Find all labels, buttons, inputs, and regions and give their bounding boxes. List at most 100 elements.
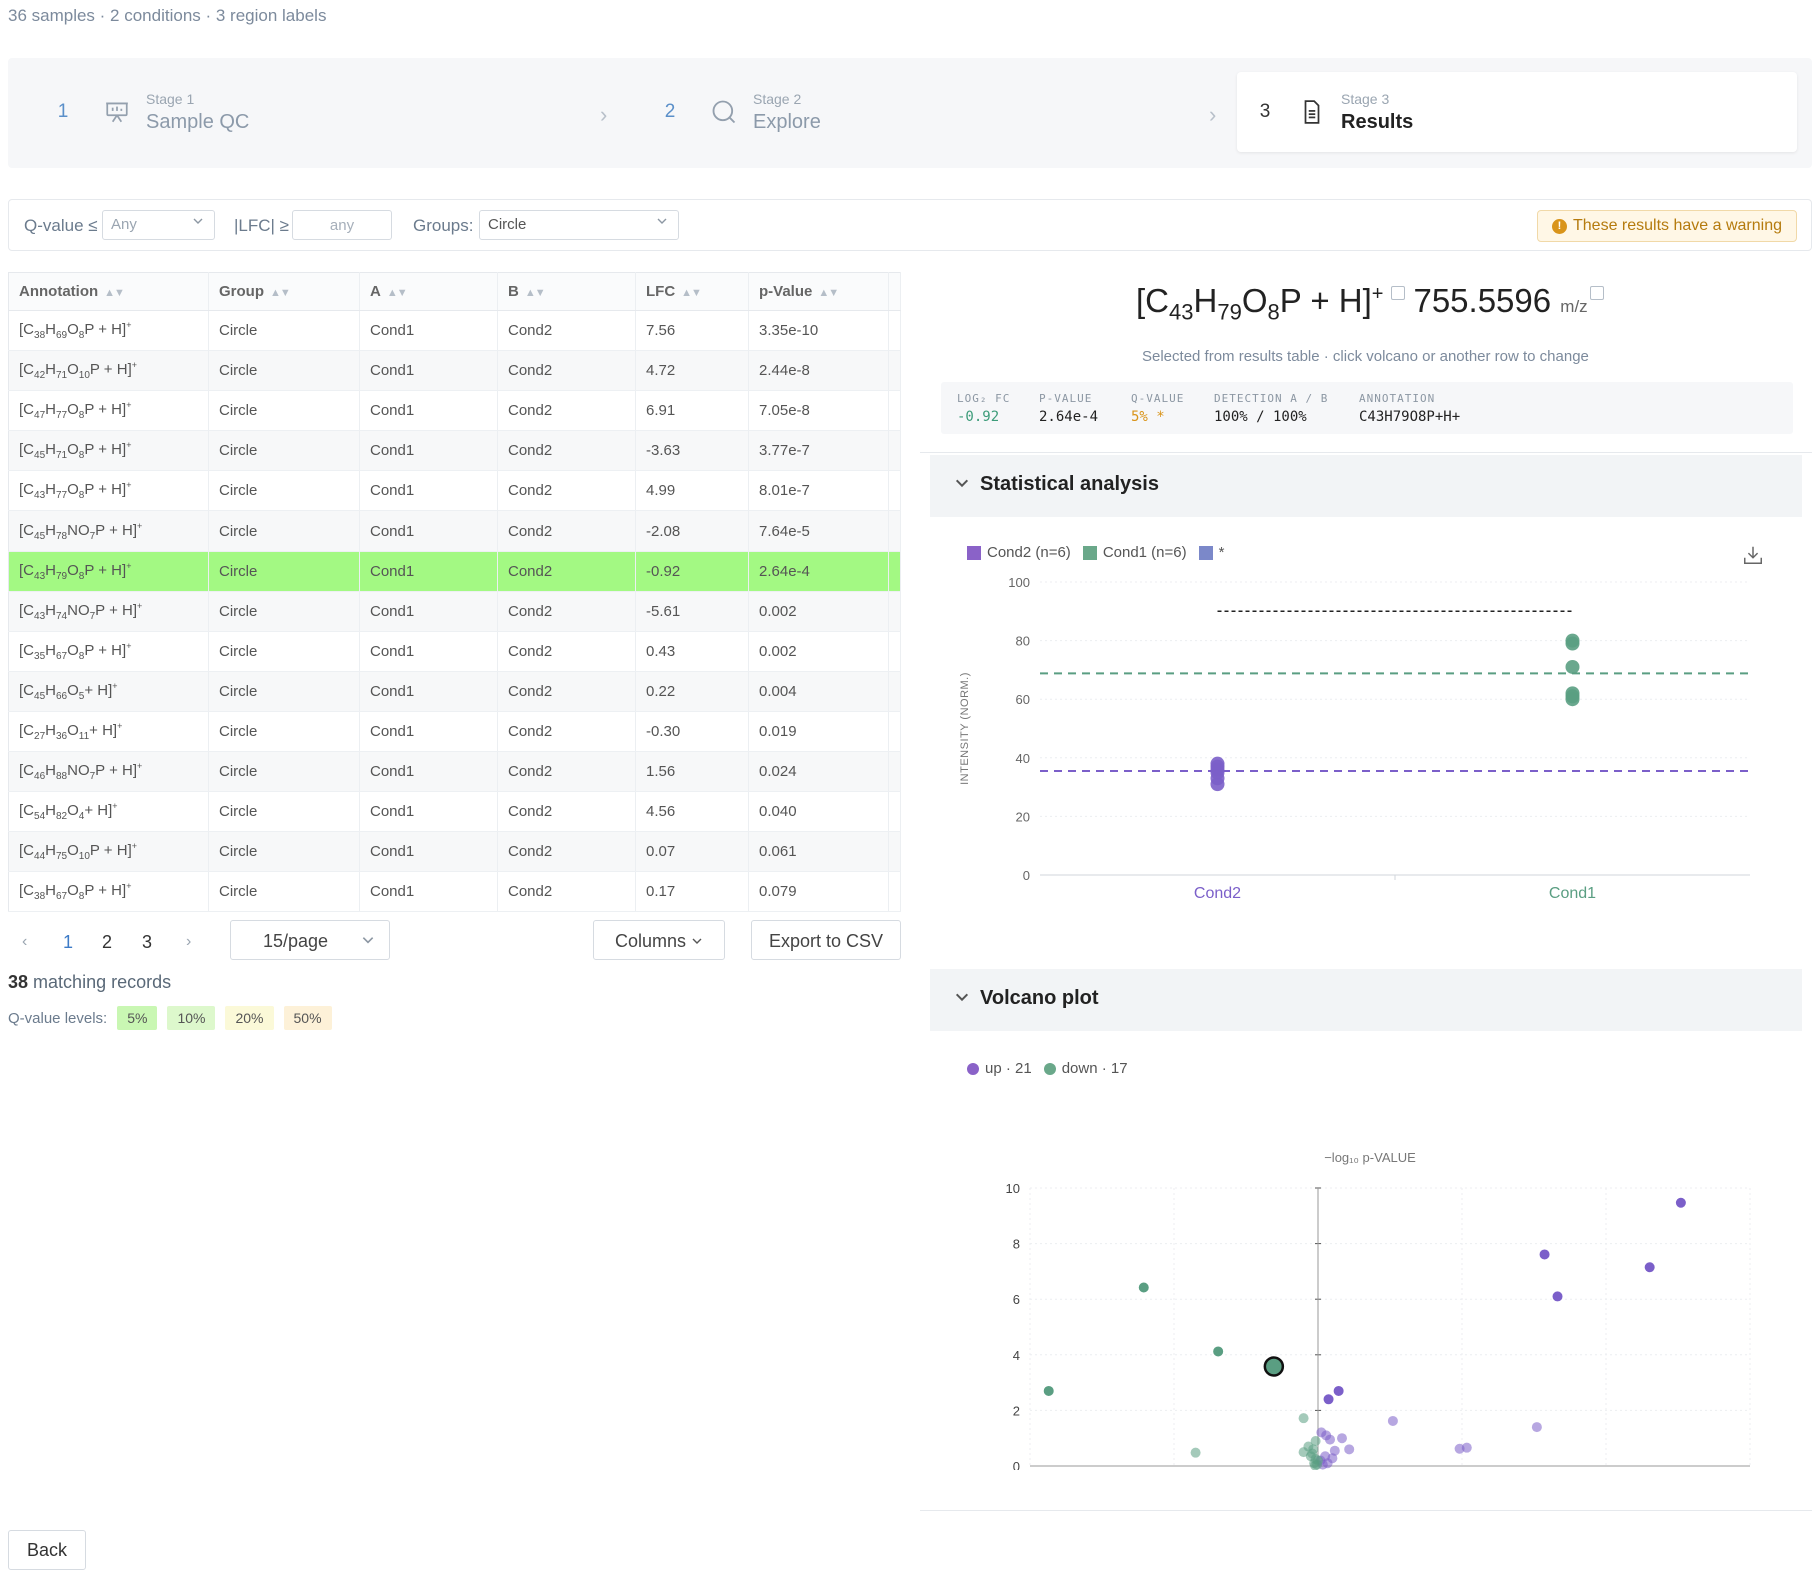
prev-page-button[interactable]: ‹ [22,933,28,950]
sort-icon[interactable]: ▲▼ [524,287,546,299]
metric-label: ANNOTATION [1359,392,1436,405]
metric: LOG₂ FC -0.92 [957,392,1010,425]
table-row[interactable]: [C42H71O10P + H]+ Circle Cond1 Cond2 4.72 2.4… [8,350,901,392]
metric-value: C43H79O8P+H+ [1359,409,1461,425]
volcano-plot-header[interactable]: Volcano plot [930,969,1802,1031]
column-header-lfc[interactable]: LFC ▲▼ [635,272,749,311]
data-point [1565,686,1580,701]
copy-icon[interactable] [1589,286,1604,300]
lfc-input[interactable]: any [292,210,392,240]
page-3-button[interactable]: 3 [142,932,153,952]
cell-lfc: 7.56 [635,310,749,352]
column-header-annotation[interactable]: Annotation ▲▼ [8,272,209,311]
table-row[interactable]: [C47H77O8P + H]+ Circle Cond1 Cond2 6.91 7.05… [8,390,901,432]
stat-legend: Cond2 (n=6) Cond1 (n=6) * [953,544,1224,561]
formula-count: 42 [34,370,46,382]
warning-text: These results have a warning [1573,217,1782,234]
step-explore[interactable]: 2 Stage 2 Explore [649,72,1209,152]
cell-a: Cond1 [359,671,498,712]
data-point [1565,633,1580,648]
sort-icon[interactable]: ▲▼ [386,287,408,299]
y-tick-label: 8 [1013,1237,1020,1252]
step-sample-qc[interactable]: 1 Stage 1 Sample QC [42,72,602,152]
sort-icon[interactable]: ▲▼ [104,287,125,299]
page-2-button[interactable]: 2 [102,932,113,952]
export-csv-button[interactable]: Export to CSV [751,920,901,960]
formula-element: O [67,561,79,579]
chevron-down-icon [954,989,970,1010]
chevron-down-icon [656,215,668,230]
download-icon[interactable] [1742,544,1764,571]
data-point [1565,659,1580,674]
metric-value: 5% * [1131,409,1165,425]
sort-icon[interactable]: ▲▼ [818,287,839,299]
back-button[interactable]: Back [8,1530,86,1570]
scroll-gutter [888,791,901,833]
sort-icon[interactable]: ▲▼ [681,287,702,299]
formula-count: 79 [55,570,68,582]
scroll-gutter [888,350,901,392]
data-point [1644,1262,1655,1273]
groups-select[interactable]: Circle [479,210,679,240]
table-row[interactable]: [C46H88NO7P + H]+ Circle Cond1 Cond2 1.56 0.0… [8,751,901,793]
cell-annotation: [C43H74NO7P + H]+ [8,591,209,632]
data-point [1310,1435,1321,1446]
cell-b: Cond2 [497,551,636,592]
cell-pvalue: 8.01e-7 [748,470,889,512]
copy-icon[interactable] [1391,286,1406,300]
formula-element: C [23,521,35,539]
formula-tail: + H] [84,802,113,820]
warning-badge[interactable]: ! These results have a warning [1537,210,1797,242]
legend-swatch [1043,1062,1056,1075]
column-header-group[interactable]: Group ▲▼ [208,272,360,311]
cell-annotation: [C38H67O8P + H]+ [8,871,209,913]
cell-group: Circle [208,791,360,833]
column-header-b[interactable]: B ▲▼ [497,272,636,311]
table-row[interactable]: [C43H77O8P + H]+ Circle Cond1 Cond2 4.99 8.01… [8,470,901,512]
formula-element: H [45,601,56,619]
table-row[interactable]: [C43H74NO7P + H]+ Circle Cond1 Cond2 -5.61 0.… [8,591,901,632]
table-row[interactable]: [C45H66O5+ H]+ Circle Cond1 Cond2 0.22 0.004 [8,671,901,712]
formula-count: 10 [78,370,90,382]
formula-count: 38 [34,330,46,342]
step-results[interactable]: 3 Stage 3 Results [1237,72,1797,152]
cell-pvalue: 7.05e-8 [748,390,889,432]
table-row[interactable]: [C35H67O8P + H]+ Circle Cond1 Cond2 0.43 0.00… [8,631,901,672]
table-row[interactable]: [C45H78NO7P + H]+ Circle Cond1 Cond2 -2.08 7.… [8,510,901,552]
qvalue-select[interactable]: Any [102,210,215,240]
column-header-a[interactable]: A ▲▼ [359,272,498,311]
column-header-pvalue[interactable]: p-Value ▲▼ [748,272,889,311]
columns-label: Columns [614,931,686,951]
cell-a: Cond1 [359,711,498,753]
cell-b: Cond2 [497,470,636,512]
page-1-button[interactable]: 1 [63,932,74,952]
columns-button[interactable]: Columns [593,920,725,960]
table-row[interactable]: [C38H69O8P + H]+ Circle Cond1 Cond2 7.56 3.35… [8,310,901,352]
cell-annotation: [C45H66O5+ H]+ [8,671,209,712]
cell-annotation: [C44H75O10P + H]+ [8,831,209,873]
scroll-gutter [888,310,901,352]
table-row[interactable]: [C54H82O4+ H]+ Circle Cond1 Cond2 4.56 0.040 [8,791,901,833]
header-label: B [508,283,519,300]
table-row[interactable]: [C45H71O8P + H]+ Circle Cond1 Cond2 -3.63 3.7… [8,430,901,472]
statistical-analysis-header[interactable]: Statistical analysis [930,455,1802,517]
step-subtitle: Stage 2 [753,90,802,107]
table-row[interactable]: [C27H36O11+ H]+ Circle Cond1 Cond2 -0.30 0.01… [8,711,901,753]
next-page-button[interactable]: › [186,933,192,950]
cell-b: Cond2 [497,350,636,392]
table-row[interactable]: [C43H79O8P + H]+ Circle Cond1 Cond2 -0.92 2.6… [8,551,901,592]
qvalue-level-chip: 20% [225,1006,274,1030]
sort-icon[interactable]: ▲▼ [270,287,291,299]
table-row[interactable]: [C44H75O10P + H]+ Circle Cond1 Cond2 0.07 0.0… [8,831,901,873]
header-label: Annotation [19,283,99,300]
formula-element: O [67,481,79,499]
table-row[interactable]: [C38H67O8P + H]+ Circle Cond1 Cond2 0.17 0.07… [8,871,901,913]
per-page-select[interactable]: 15/page [230,920,390,960]
formula-element: C [23,561,35,579]
cell-a: Cond1 [359,631,498,672]
formula-element: C [23,441,35,459]
formula-count: 67 [55,891,68,903]
header-label: Group [219,283,264,300]
cell-group: Circle [208,510,360,552]
